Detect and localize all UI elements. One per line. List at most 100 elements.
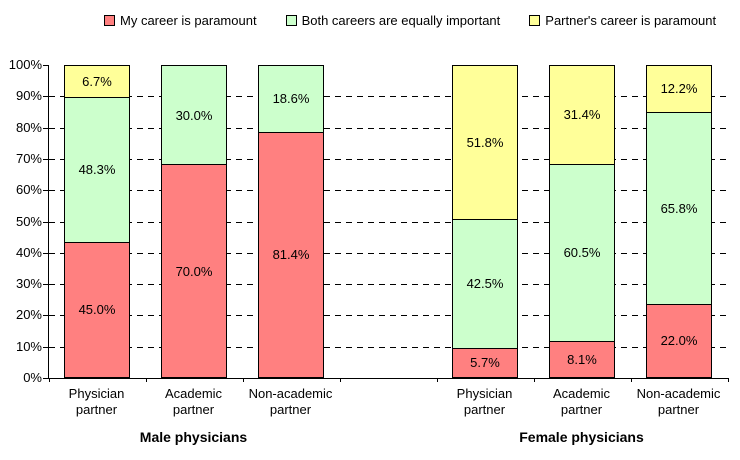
y-axis-label: 0%: [23, 370, 42, 385]
bar-segment-label: 42.5%: [466, 276, 504, 292]
gridline: [49, 158, 728, 160]
bar-segment: 81.4%: [259, 131, 323, 377]
bar-segment: 22.0%: [647, 303, 711, 377]
y-axis-label: 70%: [15, 150, 42, 166]
plot-area: 6.7% 48.3% 45.0% 30.0% 70.0% 18.6% 81.4% 51.8% 4…: [43, 65, 729, 382]
y-axis-label: 40%: [15, 244, 42, 260]
y-axis-tick: [43, 96, 48, 98]
y-axis-label: 20%: [15, 307, 42, 323]
bar-segment-label: 5.7%: [470, 355, 500, 371]
x-axis-category-label-line: Non-academic: [248, 386, 333, 401]
y-axis-label: 30%: [15, 276, 42, 292]
y-axis-tick: [43, 284, 48, 286]
bar-segment-label: 60.5%: [563, 245, 601, 261]
gridline: [49, 284, 728, 286]
x-axis-category-label: Academic partner: [533, 386, 630, 418]
x-axis-category-label: Physician partner: [48, 386, 145, 418]
gridline: [49, 127, 728, 129]
legend-item: Both careers are equally important: [285, 13, 501, 28]
x-axis-tick: [437, 378, 438, 382]
x-axis-category-label-line: Academic: [164, 386, 223, 401]
y-axis-label: 100%: [8, 57, 42, 72]
x-axis-tick: [534, 378, 535, 382]
y-axis-tick: [43, 158, 48, 160]
y-axis-label: 60%: [15, 182, 42, 198]
x-axis-tick: [631, 378, 632, 382]
axis-group-label: Female physicians: [519, 429, 644, 445]
y-axis-tick: [43, 221, 48, 223]
legend-swatch-icon: [285, 15, 297, 26]
y-axis-label: 90%: [15, 88, 42, 104]
x-axis-category-label: Non-academic partner: [242, 386, 339, 418]
legend-swatch-icon: [529, 15, 541, 26]
bar-segment-label: 51.8%: [466, 134, 504, 150]
x-axis-category-label-line: Non-academic: [636, 386, 721, 401]
x-axis-tick: [340, 378, 341, 382]
bar-segment: 31.4%: [550, 66, 614, 164]
bar-segment-label: 31.4%: [563, 107, 601, 123]
x-axis-category-label-line: partner: [172, 402, 215, 417]
x-axis-category-label: Academic partner: [145, 386, 242, 418]
y-axis-label: 80%: [15, 119, 42, 135]
x-axis-category-label-line: partner: [75, 402, 118, 417]
bar-segment-label: 70.0%: [175, 263, 213, 279]
bar: 30.0% 70.0%: [161, 65, 227, 378]
y-axis-tick: [43, 252, 48, 254]
x-axis-category-label-line: Physician: [68, 386, 125, 401]
bar-segment: 18.6%: [259, 66, 323, 132]
bar-segment: 45.0%: [65, 241, 129, 377]
bar-segment-label: 65.8%: [660, 200, 698, 216]
bar-segment: 30.0%: [162, 66, 226, 165]
gridline: [49, 96, 728, 98]
bar: 51.8% 42.5% 5.7%: [452, 65, 518, 378]
bar-segment-label: 30.0%: [175, 107, 213, 123]
x-axis-category-label: Non-academic partner: [630, 386, 727, 418]
gridline: [49, 346, 728, 348]
bar-segment: 60.5%: [550, 163, 614, 342]
bar-segment: 42.5%: [453, 218, 517, 348]
legend-swatch-icon: [104, 15, 115, 26]
y-axis-tick: [43, 378, 48, 379]
x-axis-category-label: Physician partner: [436, 386, 533, 418]
bar-segment-label: 22.0%: [660, 333, 698, 349]
bar-segment-label: 48.3%: [78, 162, 116, 178]
x-axis-category-label-line: partner: [560, 402, 603, 417]
legend-item: Partner's career is paramount: [529, 13, 716, 28]
y-axis-tick: [43, 127, 48, 129]
bar: 6.7% 48.3% 45.0%: [64, 65, 130, 378]
x-axis-category-label-line: Physician: [456, 386, 513, 401]
bar-segment-label: 12.2%: [660, 81, 698, 97]
x-axis-category-label-line: partner: [463, 402, 506, 417]
bar-segment: 6.7%: [65, 66, 129, 98]
gridline: [49, 221, 728, 223]
bar-segment: 5.7%: [453, 347, 517, 377]
gridline: [49, 315, 728, 317]
bar-segment: 65.8%: [647, 111, 711, 304]
bar-segment: 70.0%: [162, 164, 226, 377]
x-axis-tick: [146, 378, 147, 382]
x-axis-category-label-line: partner: [269, 402, 312, 417]
bar: 31.4% 60.5% 8.1%: [549, 65, 615, 378]
y-axis-tick: [43, 65, 48, 66]
legend-label: Partner's career is paramount: [545, 13, 717, 28]
bar-segment-label: 18.6%: [272, 91, 310, 107]
bar-segment: 51.8%: [453, 66, 517, 219]
bar-segment-label: 6.7%: [82, 74, 112, 90]
legend: My career is paramount Both careers are e…: [104, 13, 716, 28]
x-axis-tick: [728, 378, 729, 382]
legend-label: My career is paramount: [120, 13, 257, 28]
legend-item: My career is paramount: [104, 13, 257, 28]
x-axis-category-label-line: partner: [657, 402, 700, 417]
y-axis-label: 50%: [15, 213, 42, 229]
bar: 18.6% 81.4%: [258, 65, 324, 378]
x-axis-category-label-line: Academic: [552, 386, 611, 401]
y-axis-tick: [43, 346, 48, 348]
x-axis-tick: [243, 378, 244, 382]
legend-label: Both careers are equally important: [301, 13, 501, 28]
bar-segment: 48.3%: [65, 97, 129, 242]
bar-segment-label: 81.4%: [272, 247, 310, 263]
y-axis-tick: [43, 315, 48, 317]
gridline: [49, 190, 728, 192]
gridline: [49, 252, 728, 254]
